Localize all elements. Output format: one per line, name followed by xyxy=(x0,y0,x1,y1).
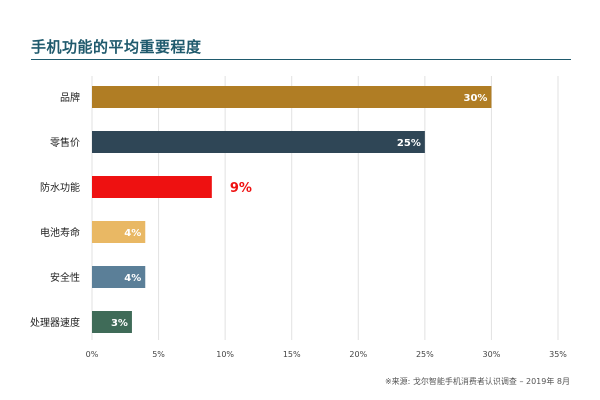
x-tick-label: 25% xyxy=(416,350,434,359)
data-labels: 30% 25% 9% 4% 4% 3% xyxy=(111,93,487,329)
data-label: 4% xyxy=(124,273,141,284)
x-tick-label: 5% xyxy=(152,350,165,359)
title-divider xyxy=(31,59,571,60)
x-tick-label: 0% xyxy=(86,350,99,359)
data-label: 30% xyxy=(463,93,487,104)
x-tick-label: 30% xyxy=(483,350,501,359)
source-note: ※来源: 戈尔智能手机消费者认识调查 – 2019年 8月 xyxy=(384,377,570,386)
category-label: 电池寿命 xyxy=(40,226,80,239)
bar xyxy=(92,176,212,198)
bar xyxy=(92,311,132,333)
data-label: 4% xyxy=(124,228,141,239)
bar xyxy=(92,221,146,243)
category-label: 处理器速度 xyxy=(30,316,80,329)
x-tick-label: 20% xyxy=(349,350,367,359)
bar xyxy=(92,86,492,108)
category-label: 零售价 xyxy=(50,136,80,149)
x-tick-label: 10% xyxy=(216,350,234,359)
gridlines xyxy=(91,76,559,340)
bar xyxy=(92,266,146,288)
category-label: 防水功能 xyxy=(40,181,80,194)
x-tick-label: 35% xyxy=(549,350,567,359)
category-label: 品牌 xyxy=(60,91,80,104)
category-label: 安全性 xyxy=(50,271,80,284)
data-label: 3% xyxy=(111,318,128,329)
chart-title: 手机功能的平均重要程度 xyxy=(31,38,202,56)
x-tick-label: 15% xyxy=(283,350,301,359)
data-label: 9% xyxy=(230,181,252,196)
data-label: 25% xyxy=(397,138,421,149)
x-tick-labels: 0% 5% 10% 15% 20% 25% 30% 35% xyxy=(86,350,568,359)
bars xyxy=(92,86,492,333)
bar xyxy=(92,131,425,153)
